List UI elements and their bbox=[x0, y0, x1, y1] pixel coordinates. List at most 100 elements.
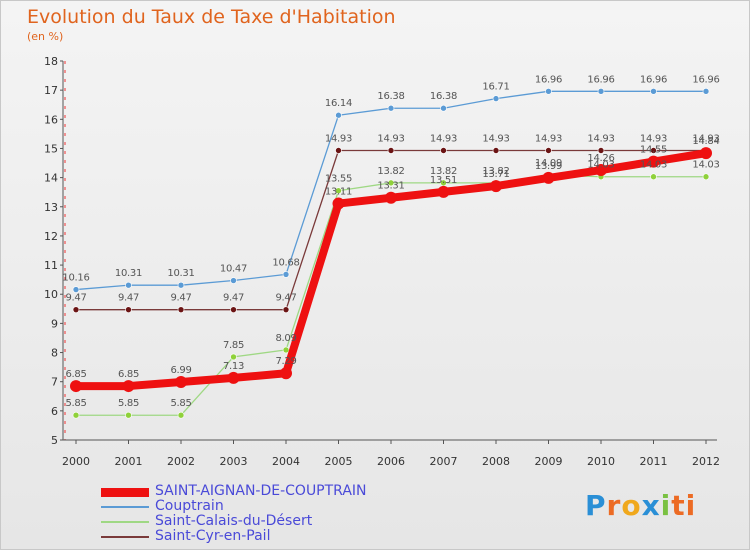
x-tick-label: 2007 bbox=[430, 455, 458, 468]
y-tick-label: 9 bbox=[51, 317, 58, 330]
data-label: 13.31 bbox=[377, 181, 404, 192]
data-label: 5.85 bbox=[118, 398, 139, 409]
data-label: 8.09 bbox=[275, 333, 296, 344]
data-label: 10.47 bbox=[220, 264, 247, 275]
legend-swatch-saint-cyr bbox=[101, 536, 149, 538]
data-point bbox=[595, 164, 607, 177]
chart-unit-label: (en %) bbox=[27, 30, 64, 43]
x-tick-label: 2001 bbox=[115, 455, 143, 468]
data-point bbox=[440, 104, 447, 112]
data-label: 9.47 bbox=[223, 293, 244, 304]
data-point bbox=[702, 88, 710, 95]
x-tick-label: 2009 bbox=[535, 455, 563, 468]
data-point bbox=[125, 306, 132, 313]
y-tick-label: 5 bbox=[51, 434, 58, 447]
data-label: 16.96 bbox=[640, 74, 667, 85]
data-label: 7.13 bbox=[223, 361, 244, 372]
data-point bbox=[335, 111, 342, 119]
data-point bbox=[227, 371, 240, 384]
data-label: 13.11 bbox=[325, 187, 352, 198]
data-label: 14.93 bbox=[377, 134, 404, 145]
legend-label-saint-aignan: SAINT-AIGNAN-DE-COUPTRAIN bbox=[155, 483, 367, 499]
data-label: 14.26 bbox=[587, 153, 614, 164]
data-label: 16.71 bbox=[482, 82, 509, 93]
data-label: 14.93 bbox=[430, 134, 457, 145]
data-point bbox=[492, 95, 500, 102]
data-point bbox=[702, 173, 710, 181]
data-label: 7.85 bbox=[223, 340, 244, 351]
data-point bbox=[335, 187, 342, 195]
legend-label-saint-cyr: Saint-Cyr-en-Pail bbox=[155, 528, 271, 544]
data-label: 14.03 bbox=[692, 160, 719, 171]
data-label: 14.09 bbox=[535, 158, 562, 169]
data-point bbox=[492, 147, 500, 154]
data-label: 13.82 bbox=[482, 166, 509, 177]
data-label: 9.47 bbox=[170, 293, 191, 304]
legend-label-saint-calais: Saint-Calais-du-Désert bbox=[155, 513, 313, 529]
data-point bbox=[387, 179, 395, 187]
legend-swatch-couptrain bbox=[101, 506, 149, 508]
data-label: 13.82 bbox=[430, 166, 457, 177]
data-point bbox=[175, 375, 187, 388]
data-point bbox=[177, 411, 185, 419]
data-point bbox=[650, 147, 657, 154]
data-label: 6.85 bbox=[65, 369, 86, 380]
data-label: 14.93 bbox=[587, 134, 614, 145]
x-tick-label: 2010 bbox=[587, 455, 615, 468]
data-label: 10.31 bbox=[115, 268, 142, 279]
data-label: 14.84 bbox=[692, 136, 719, 147]
data-label: 14.93 bbox=[692, 134, 719, 145]
x-tick-label: 2011 bbox=[640, 455, 668, 468]
data-label: 14.93 bbox=[640, 134, 667, 145]
data-label: 13.99 bbox=[535, 161, 562, 172]
data-label: 10.68 bbox=[272, 257, 299, 268]
y-tick-label: 15 bbox=[44, 142, 58, 155]
data-point bbox=[177, 306, 185, 313]
data-label: 5.85 bbox=[170, 398, 191, 409]
data-point bbox=[597, 147, 605, 154]
x-tick-label: 2012 bbox=[692, 455, 720, 468]
data-label: 14.93 bbox=[325, 134, 352, 145]
data-label: 13.51 bbox=[430, 175, 457, 186]
data-label: 14.93 bbox=[535, 134, 562, 145]
data-label: 9.47 bbox=[65, 293, 86, 304]
data-point bbox=[72, 306, 80, 313]
y-tick-label: 17 bbox=[44, 84, 58, 97]
data-label: 16.96 bbox=[587, 74, 614, 85]
data-label: 13.71 bbox=[482, 169, 509, 180]
data-point bbox=[545, 88, 552, 95]
y-tick-label: 14 bbox=[44, 172, 58, 185]
logo-letter: P bbox=[585, 489, 607, 522]
data-point bbox=[545, 147, 552, 154]
y-tick-label: 18 bbox=[44, 55, 58, 68]
logo-letter: i bbox=[660, 489, 672, 522]
y-tick-label: 12 bbox=[44, 230, 58, 243]
data-label: 9.47 bbox=[118, 293, 139, 304]
data-point bbox=[72, 411, 80, 419]
data-point bbox=[230, 353, 237, 361]
y-tick-label: 6 bbox=[51, 405, 58, 418]
legend-label-couptrain: Couptrain bbox=[155, 498, 224, 514]
data-label: 5.85 bbox=[65, 398, 86, 409]
data-point bbox=[440, 147, 447, 154]
data-point bbox=[335, 147, 342, 154]
x-tick-label: 2006 bbox=[377, 455, 405, 468]
data-label: 16.38 bbox=[377, 91, 404, 102]
y-tick-label: 11 bbox=[44, 259, 58, 272]
x-tick-label: 2000 bbox=[62, 455, 90, 468]
data-label: 9.47 bbox=[275, 293, 296, 304]
data-point bbox=[385, 191, 397, 204]
data-point bbox=[437, 185, 450, 198]
y-tick-label: 13 bbox=[44, 201, 58, 214]
y-tick-label: 8 bbox=[51, 347, 58, 360]
data-point bbox=[597, 88, 605, 95]
data-label: 14.55 bbox=[640, 145, 667, 156]
data-point bbox=[647, 155, 660, 168]
data-point bbox=[542, 171, 555, 184]
data-label: 6.99 bbox=[170, 365, 191, 376]
data-point bbox=[125, 281, 132, 289]
data-label: 14.93 bbox=[482, 134, 509, 145]
x-tick-label: 2004 bbox=[272, 455, 300, 468]
y-tick-label: 10 bbox=[44, 288, 58, 301]
